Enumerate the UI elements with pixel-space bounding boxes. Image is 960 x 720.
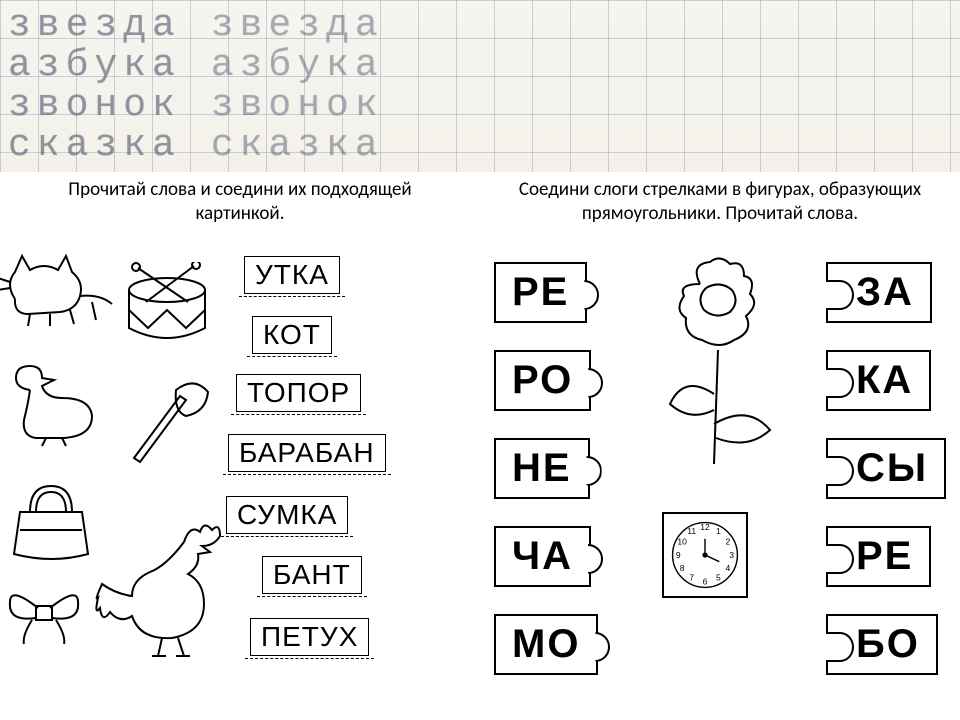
cat-icon [0, 244, 120, 330]
svg-text:7: 7 [689, 573, 694, 583]
trace-row: сказка сказка [8, 124, 384, 167]
trace-row: азбука азбука [8, 44, 384, 87]
bow-icon [2, 572, 86, 652]
drum-icon [118, 262, 216, 356]
left-panel: Прочитай слова и соедини их подходящей к… [0, 172, 480, 720]
trace-word-copy: звезда [211, 4, 384, 47]
bag-icon [6, 472, 96, 562]
syllable-piece: БО [826, 614, 938, 675]
rose-icon [630, 254, 800, 484]
syllable-piece: ЧА [494, 526, 591, 587]
trace-row: звонок звонок [8, 84, 384, 127]
svg-text:6: 6 [703, 577, 708, 587]
svg-text:4: 4 [725, 563, 730, 573]
syllable-piece: РЕ [494, 262, 587, 323]
trace-word-copy: сказка [211, 124, 384, 167]
word-box: КОТ [252, 316, 332, 354]
right-instruction: Соедини слоги стрелками в фигурах, образ… [480, 172, 960, 230]
exercises: Прочитай слова и соедини их подходящей к… [0, 172, 960, 720]
tracing-grid: звезда звезда азбука азбука звонок звоно… [0, 0, 960, 172]
duck-icon [6, 362, 102, 448]
word-box: БАНТ [262, 556, 362, 594]
axe-icon [116, 372, 212, 468]
trace-word: звезда [8, 4, 181, 47]
word-box: ПЕТУХ [250, 618, 369, 656]
syllable-piece: ЗА [826, 262, 932, 323]
trace-word: сказка [8, 124, 181, 167]
syllable-piece: СЫ [826, 438, 946, 499]
svg-text:11: 11 [687, 526, 696, 536]
word-box: УТКА [244, 256, 340, 294]
word-box: СУМКА [226, 496, 348, 534]
svg-text:9: 9 [676, 550, 681, 560]
word-box: ТОПОР [236, 374, 361, 412]
syllable-piece: НЕ [494, 438, 590, 499]
svg-text:3: 3 [729, 550, 734, 560]
syllable-piece: МО [494, 614, 598, 675]
svg-text:12: 12 [700, 522, 710, 532]
svg-text:1: 1 [716, 526, 721, 536]
syllable-piece: РЕ [826, 526, 931, 587]
syllable-piece: РО [494, 350, 591, 411]
trace-row: звезда звезда [8, 4, 384, 47]
syllable-piece: КА [826, 350, 931, 411]
svg-text:8: 8 [680, 563, 685, 573]
trace-word: звонок [8, 84, 181, 127]
trace-word-copy: звонок [211, 84, 384, 127]
rooster-icon [92, 512, 232, 662]
svg-text:2: 2 [725, 537, 730, 547]
right-panel: Соедини слоги стрелками в фигурах, образ… [480, 172, 960, 720]
left-instruction: Прочитай слова и соедини их подходящей к… [0, 172, 480, 230]
word-box: БАРАБАН [228, 434, 386, 472]
svg-text:10: 10 [677, 537, 687, 547]
trace-word-copy: азбука [211, 44, 384, 87]
clock-icon: 1212 345 678 91011 [662, 512, 748, 598]
trace-word: азбука [8, 44, 181, 87]
svg-text:5: 5 [716, 573, 721, 583]
